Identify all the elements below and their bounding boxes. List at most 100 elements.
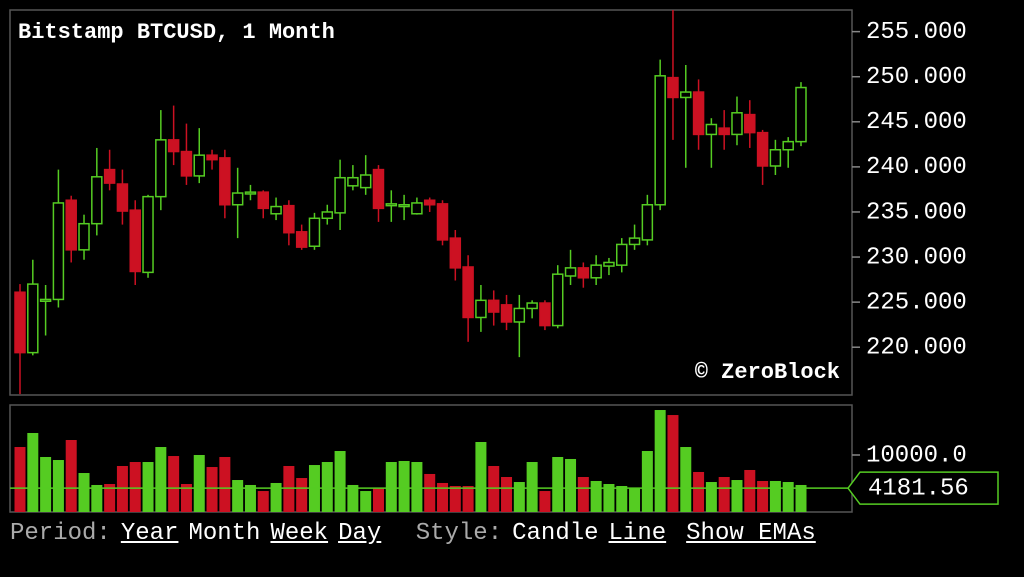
candle-body xyxy=(180,150,193,177)
candle-body xyxy=(487,299,500,313)
current-volume-box xyxy=(847,471,999,505)
volume-bar xyxy=(40,456,52,512)
volume-bar xyxy=(411,462,423,512)
candle-body xyxy=(411,202,423,215)
volume-bar xyxy=(757,480,769,512)
y-tick-label: 225.000 xyxy=(866,289,967,316)
candle-body xyxy=(359,174,372,189)
watermark: © ZeroBlock xyxy=(695,360,840,385)
candle-body xyxy=(91,176,103,225)
y-tick-label: 230.000 xyxy=(866,244,967,271)
candle-body xyxy=(65,199,77,251)
volume-bar xyxy=(782,482,794,512)
volume-bar xyxy=(65,440,77,512)
candle-body xyxy=(436,203,449,241)
candle-body xyxy=(462,266,474,319)
period-option[interactable]: Week xyxy=(270,520,329,547)
volume-bar xyxy=(795,484,807,512)
candle-body xyxy=(731,112,743,136)
volume-bar xyxy=(731,480,743,512)
candle-body xyxy=(526,302,538,310)
volume-bar xyxy=(270,482,282,512)
style-option[interactable]: Line xyxy=(608,520,667,547)
candle-body xyxy=(667,76,679,99)
candle-body xyxy=(423,199,436,206)
volume-bar xyxy=(129,462,141,512)
candle-body xyxy=(321,211,334,220)
volume-bar xyxy=(193,454,205,512)
volume-bar xyxy=(744,469,756,512)
volume-bar xyxy=(372,488,384,512)
volume-bar xyxy=(283,465,295,512)
candle-body xyxy=(577,267,590,279)
volume-bar xyxy=(654,410,666,512)
candle-body xyxy=(795,86,807,143)
candle-body xyxy=(590,264,602,279)
volume-bar xyxy=(667,415,679,512)
volume-bar xyxy=(52,460,64,512)
candle-body xyxy=(257,191,270,210)
candle-body xyxy=(603,261,615,267)
volume-bar xyxy=(475,441,487,512)
candle-body xyxy=(283,204,295,234)
volume-bar xyxy=(347,484,359,512)
volume-bar xyxy=(718,476,730,512)
candle-body xyxy=(219,157,231,206)
candle-body xyxy=(39,298,52,302)
volume-bar xyxy=(14,447,26,512)
candle-body xyxy=(155,139,167,198)
volume-bar xyxy=(180,484,192,512)
period-option: Month xyxy=(188,520,261,547)
volume-bar xyxy=(488,465,500,512)
candle-body xyxy=(744,113,756,134)
volume-bar xyxy=(360,491,372,512)
volume-bar xyxy=(155,447,167,512)
style-label: Style: xyxy=(415,520,503,547)
y-tick-label: 240.000 xyxy=(866,154,967,181)
volume-bar xyxy=(385,462,397,512)
volume-bar xyxy=(168,456,180,512)
current-volume-label: 4181.56 xyxy=(868,476,969,503)
volume-bar xyxy=(539,491,551,512)
candle-body xyxy=(347,176,359,187)
controls: Period: Year Month Week Day Style: Candle Line… xyxy=(10,520,826,554)
period-option[interactable]: Day xyxy=(338,520,382,547)
candle-body xyxy=(628,237,641,246)
candle-body xyxy=(231,192,244,206)
volume-bar xyxy=(705,482,717,512)
y-tick-label: 245.000 xyxy=(866,109,967,136)
ema-toggle[interactable]: Show EMAs xyxy=(686,520,816,547)
candle-body xyxy=(385,203,398,207)
period-label: Period: xyxy=(10,520,111,547)
candle-body xyxy=(167,139,180,153)
candle-body xyxy=(705,123,718,136)
volume-bar xyxy=(565,458,577,512)
volume-bar xyxy=(577,476,589,512)
candle-body xyxy=(129,209,141,273)
candle-body xyxy=(539,302,551,327)
candle-body xyxy=(564,267,577,277)
candle-body xyxy=(641,204,654,241)
period-option[interactable]: Year xyxy=(120,520,179,547)
candle-body xyxy=(308,217,321,247)
candle-body xyxy=(654,75,666,206)
candle-body xyxy=(551,273,564,327)
candle-body xyxy=(769,149,782,167)
y-tick-label: 250.000 xyxy=(866,64,967,91)
volume-bar xyxy=(526,462,538,512)
candle-body xyxy=(244,191,257,195)
volume-bar xyxy=(603,484,615,512)
volume-bar xyxy=(552,456,564,512)
volume-bar xyxy=(257,491,269,512)
volume-bar xyxy=(296,478,308,512)
candle-body xyxy=(513,307,526,323)
y-tick-label: 235.000 xyxy=(866,199,967,226)
candle-body xyxy=(14,291,26,354)
y-tick-label: 255.000 xyxy=(866,19,967,46)
volume-bar xyxy=(116,465,128,512)
candle-body xyxy=(193,154,205,177)
volume-bar xyxy=(616,486,628,512)
candle-body xyxy=(270,205,282,215)
candle-body xyxy=(206,154,218,161)
